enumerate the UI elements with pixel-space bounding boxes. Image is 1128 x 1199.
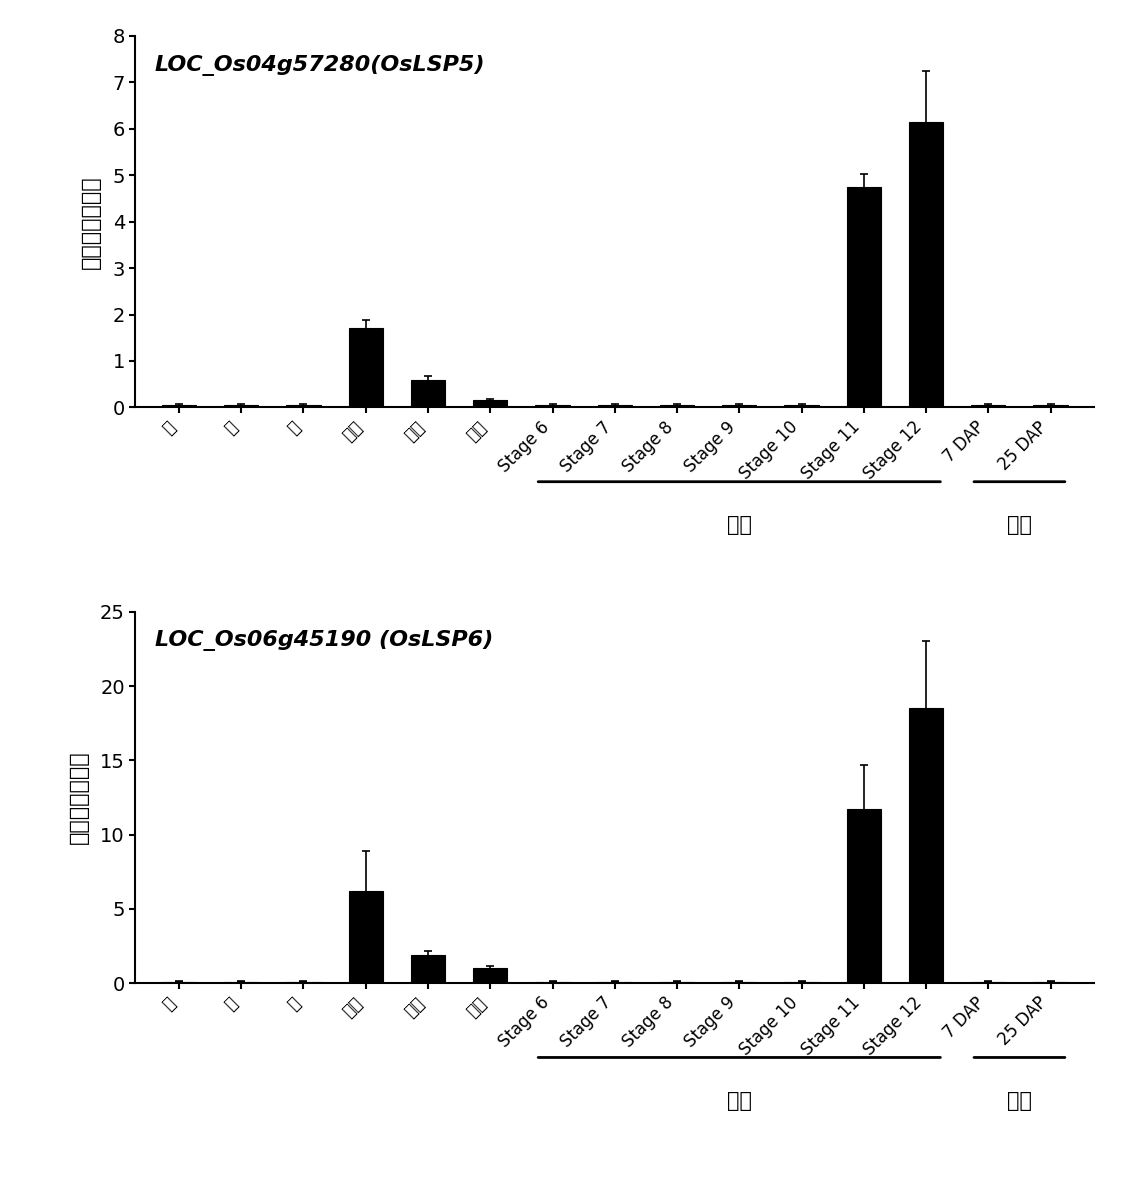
Bar [224, 982, 258, 983]
Y-axis label: 相对基因表达量: 相对基因表达量 [81, 175, 102, 269]
Bar [598, 982, 632, 983]
Text: 胚乳: 胚乳 [1007, 1091, 1032, 1111]
Bar [847, 187, 881, 408]
Bar [349, 329, 382, 408]
Bar [909, 122, 943, 408]
Text: 花药: 花药 [726, 516, 751, 535]
Text: 花药: 花药 [726, 1091, 751, 1111]
Bar [598, 405, 632, 408]
Bar [536, 405, 570, 408]
Bar [909, 709, 943, 983]
Bar [224, 405, 258, 408]
Bar [473, 969, 508, 983]
Bar [411, 954, 446, 983]
Text: 胚乳: 胚乳 [1007, 516, 1032, 535]
Bar [536, 982, 570, 983]
Bar [1033, 982, 1068, 983]
Bar [847, 809, 881, 983]
Bar [784, 405, 819, 408]
Text: LOC_Os06g45190 (OsLSP6): LOC_Os06g45190 (OsLSP6) [155, 631, 493, 651]
Bar [784, 982, 819, 983]
Bar [161, 982, 196, 983]
Bar [660, 982, 694, 983]
Bar [411, 380, 446, 408]
Y-axis label: 相对基因表达量: 相对基因表达量 [69, 751, 89, 844]
Bar [660, 405, 694, 408]
Bar [287, 982, 320, 983]
Bar [722, 405, 757, 408]
Bar [1033, 405, 1068, 408]
Bar [287, 405, 320, 408]
Bar [473, 400, 508, 408]
Bar [971, 982, 1005, 983]
Bar [349, 891, 382, 983]
Text: LOC_Os04g57280(OsLSP5): LOC_Os04g57280(OsLSP5) [155, 54, 485, 76]
Bar [971, 405, 1005, 408]
Bar [161, 405, 196, 408]
Bar [722, 982, 757, 983]
